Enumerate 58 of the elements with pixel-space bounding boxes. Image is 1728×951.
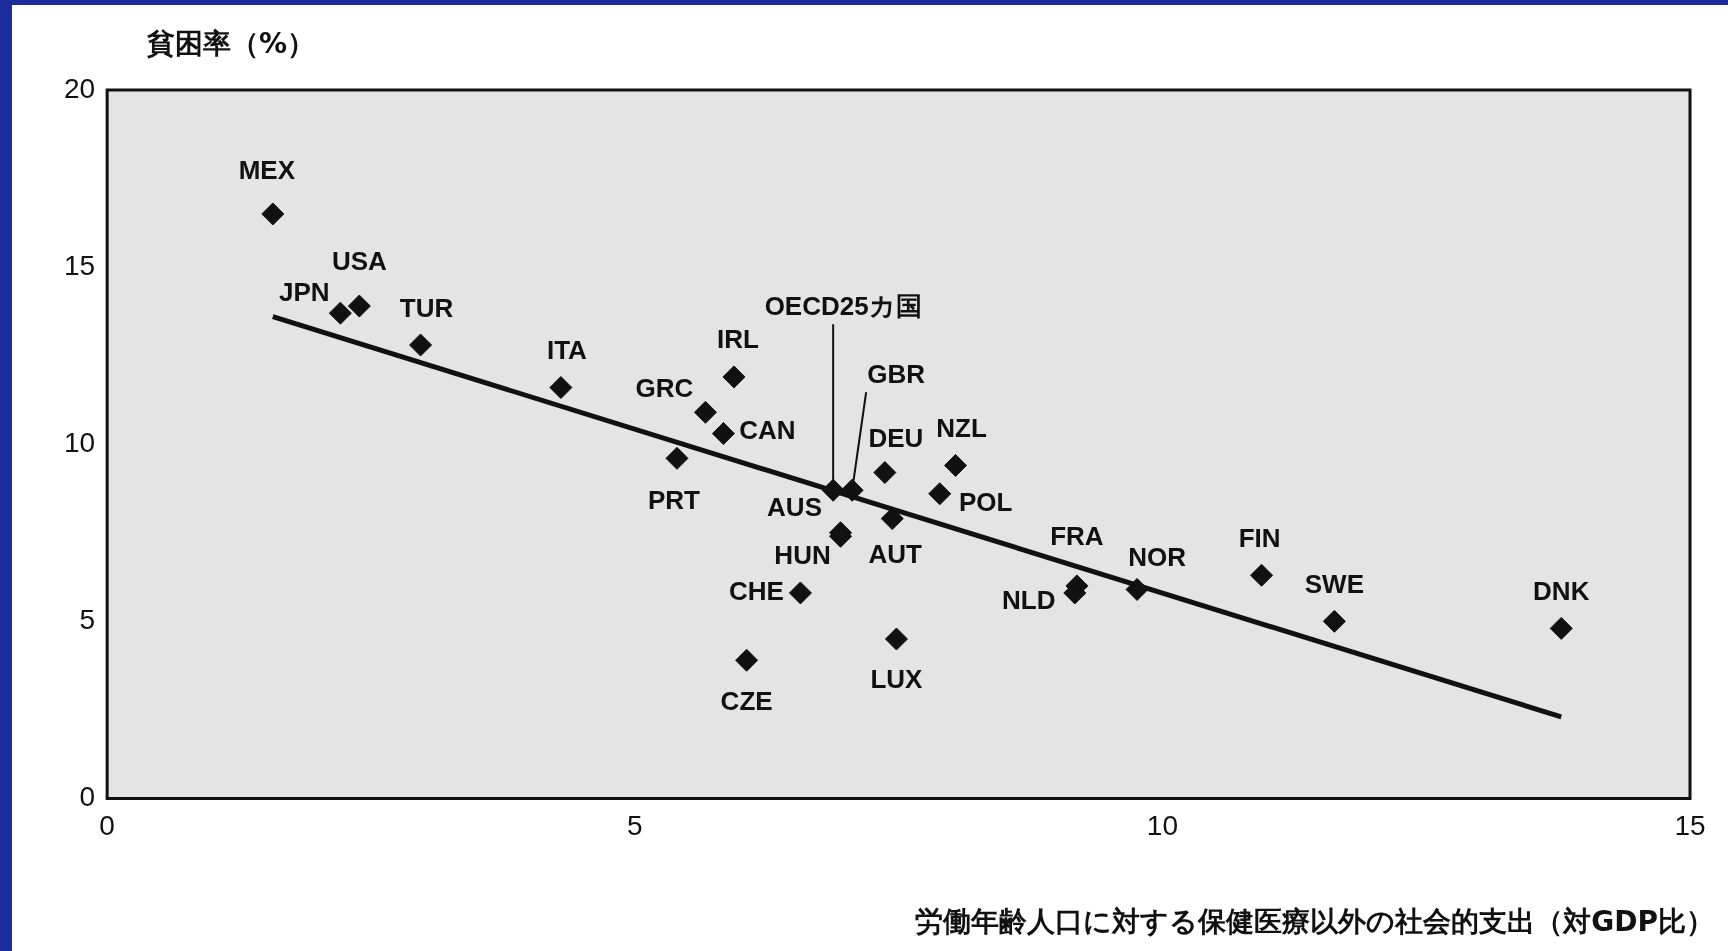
annotation: DEU (868, 422, 924, 453)
annotation: AUT (868, 538, 923, 569)
annotation: OECD25カ国 (764, 291, 922, 322)
point (735, 648, 759, 672)
annotation: POL (959, 486, 1013, 517)
annotation: TUR (399, 293, 454, 324)
point (347, 294, 371, 318)
annotation: NLD (1002, 585, 1056, 616)
y-tick-label: 15 (63, 249, 96, 281)
x-axis-title: 労働年齢人口に対する保健医療以外の社会的支出（対GDP比） (915, 904, 1714, 940)
point (549, 376, 573, 400)
point (788, 581, 812, 605)
point (944, 453, 968, 477)
x-tick-label: 10 (1146, 809, 1178, 841)
annotation: PRT (647, 484, 701, 515)
annotation: CHE (728, 576, 784, 607)
annotation: LUX (870, 664, 924, 695)
annotation: IRL (717, 324, 760, 355)
y-tick-label: 5 (79, 604, 96, 636)
annotation: AUS (767, 491, 822, 522)
point (1549, 616, 1573, 640)
x-tick-label: 5 (626, 809, 643, 841)
annotation: SWE (1304, 569, 1364, 600)
annotation: FIN (1238, 523, 1281, 554)
point (328, 301, 352, 325)
point (821, 478, 845, 502)
annotation: DNK (1533, 575, 1590, 606)
point (840, 478, 864, 502)
point (665, 446, 689, 470)
annotation: CAN (739, 414, 796, 445)
x-tick-label: 15 (1674, 809, 1706, 841)
point (261, 202, 285, 226)
annotation: GBR (867, 359, 926, 390)
annotation: ITA (546, 334, 588, 365)
point (1250, 563, 1274, 587)
annotation: MEX (238, 155, 296, 186)
point (1322, 609, 1346, 633)
point (873, 461, 897, 485)
point (880, 507, 904, 531)
point (928, 482, 952, 506)
point (409, 333, 433, 357)
y-tick-label: 20 (63, 72, 96, 104)
annotation: USA (331, 246, 388, 277)
annotation: FRA (1050, 521, 1104, 552)
y-tick-label: 0 (79, 781, 96, 813)
annotation: NOR (1128, 541, 1187, 572)
point (711, 422, 735, 446)
y-axis-title: 貧困率（%） (147, 26, 316, 62)
annotation: JPN (279, 277, 330, 308)
point (1125, 577, 1149, 601)
point (693, 400, 717, 424)
annotation: NZL (936, 412, 987, 443)
annotation: GRC (635, 373, 694, 404)
annotation: CZE (720, 686, 773, 717)
point (722, 365, 746, 389)
point (884, 627, 908, 651)
y-tick-label: 10 (63, 426, 96, 458)
annotation: HUN (774, 540, 831, 571)
